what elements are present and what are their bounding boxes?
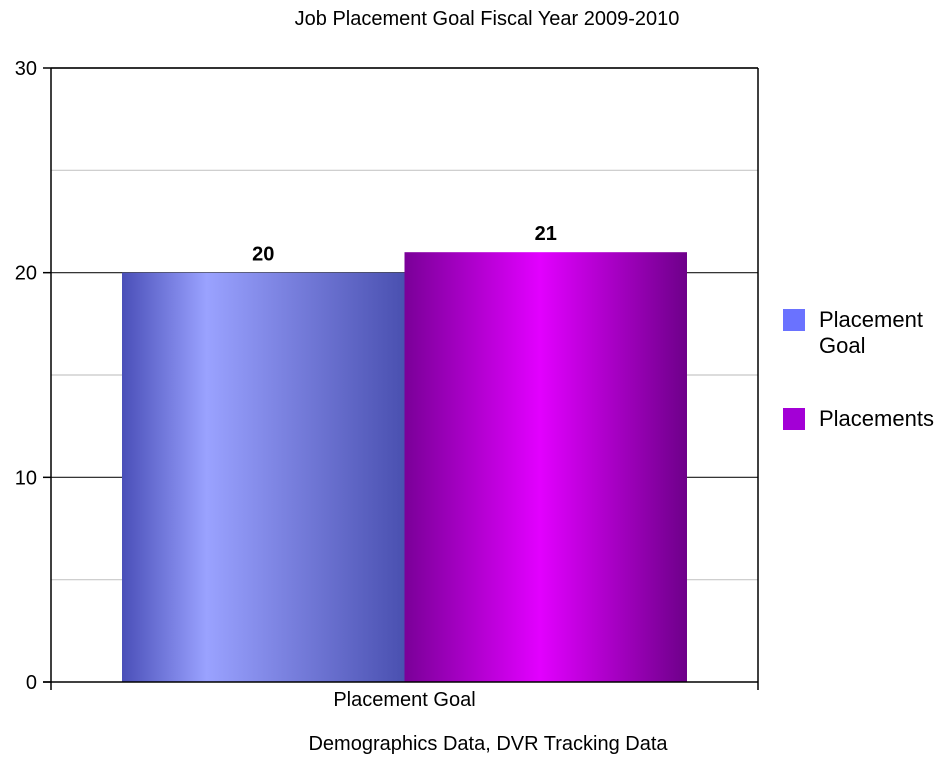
data-label: 21 xyxy=(535,223,557,245)
y-tick-label: 0 xyxy=(26,672,37,694)
x-axis-title: Demographics Data, DVR Tracking Data xyxy=(308,733,668,755)
bars xyxy=(122,252,687,682)
bar-placement-goal xyxy=(122,272,405,682)
legend-label: Placements xyxy=(819,406,934,431)
x-tick-label: Placement Goal xyxy=(333,689,475,711)
y-tick-label: 10 xyxy=(15,467,37,489)
labels: 20 21 0 10 20 30 Placement Goal xyxy=(15,58,557,711)
data-label: 20 xyxy=(252,244,274,266)
legend-swatch xyxy=(783,408,805,430)
y-tick-label: 30 xyxy=(15,58,37,80)
bar-placements xyxy=(404,252,687,682)
legend-label: Placement xyxy=(819,307,923,332)
chart-title: Job Placement Goal Fiscal Year 2009-2010 xyxy=(295,8,680,30)
axes xyxy=(43,67,759,690)
legend-label: Goal xyxy=(819,333,865,358)
y-tick-label: 20 xyxy=(15,263,37,285)
legend-swatch xyxy=(783,309,805,331)
